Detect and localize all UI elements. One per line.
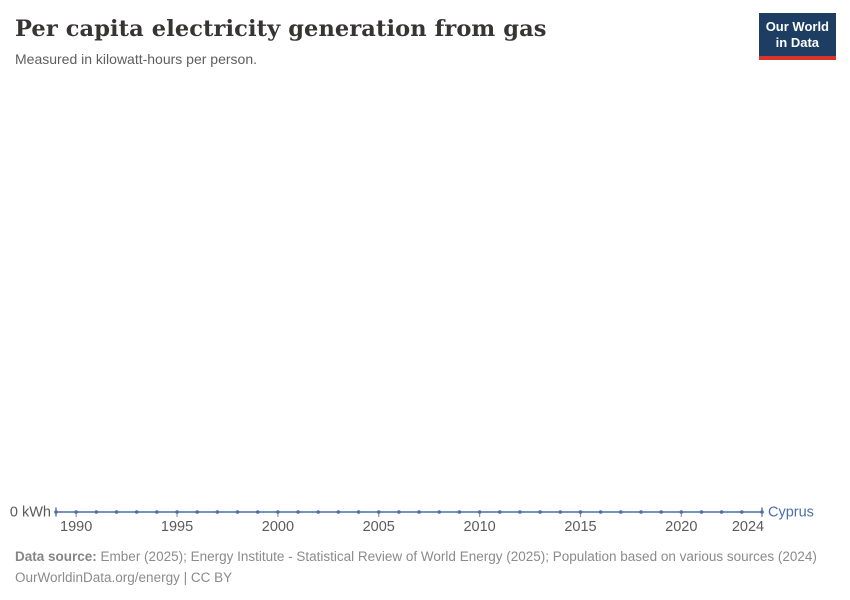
data-point[interactable]: 2021: 0 — [699, 510, 704, 514]
data-source-label: Data source: — [15, 549, 97, 564]
data-point[interactable]: 2023: 0 — [740, 510, 744, 514]
page-title: Per capita electricity generation from g… — [15, 16, 547, 42]
data-source-line: Data source: Ember (2025); Energy Instit… — [15, 547, 835, 568]
data-point[interactable]: 2006: 0 — [397, 510, 401, 514]
data-point[interactable]: 2018: 0 — [639, 510, 643, 514]
data-point[interactable]: 2014: 0 — [558, 510, 563, 514]
data-point[interactable]: 2011: 0 — [497, 510, 502, 514]
data-point[interactable]: 1993: 0 — [134, 510, 139, 514]
owid-logo[interactable]: Our World in Data — [758, 13, 836, 60]
chart-header: Per capita electricity generation from g… — [15, 16, 750, 67]
data-point[interactable]: 1989: 0 — [54, 510, 58, 514]
data-point[interactable]: 2009: 0 — [457, 510, 462, 514]
x-axis-label: 1990 — [60, 519, 92, 535]
data-point[interactable]: 1995: 0 — [175, 510, 179, 514]
data-point[interactable]: 2008: 0 — [437, 510, 442, 514]
data-source-text: Ember (2025); Energy Institute - Statist… — [100, 549, 817, 564]
data-point[interactable]: 2003: 0 — [336, 510, 341, 514]
x-axis-label: 2020 — [665, 519, 697, 535]
data-point[interactable]: 1996: 0 — [195, 510, 199, 514]
data-point[interactable]: 2012: 0 — [518, 510, 522, 514]
data-point[interactable]: 2002: 0 — [316, 510, 321, 514]
data-point[interactable]: 1992: 0 — [114, 510, 119, 514]
data-point[interactable]: 2020: 0 — [679, 510, 684, 514]
page-subtitle: Measured in kilowatt-hours per person. — [15, 51, 258, 67]
x-axis-label: 2000 — [262, 519, 294, 535]
x-axis-label: 2010 — [463, 519, 495, 535]
data-point[interactable]: 2004: 0 — [356, 510, 361, 514]
data-point[interactable]: 2015: 0 — [578, 510, 583, 514]
data-point[interactable]: 2024: 0 — [760, 510, 764, 514]
data-point[interactable]: 2001: 0 — [296, 510, 300, 514]
data-point[interactable]: 2000: 0 — [276, 510, 280, 514]
data-point[interactable]: 1994: 0 — [155, 510, 159, 514]
chart-footer: Data source: Ember (2025); Energy Instit… — [15, 547, 835, 588]
data-point[interactable]: 1998: 0 — [235, 510, 240, 514]
data-point[interactable]: 2010: 0 — [477, 510, 482, 514]
line-chart-canvas[interactable]: 1990 1995 2000 2005 2010 2015 2020 2024 1989: 0 1… — [0, 80, 850, 545]
x-axis-label: 2024 — [732, 519, 764, 535]
data-point[interactable]: 2017: 0 — [619, 510, 623, 514]
data-point[interactable]: 1990: 0 — [74, 510, 78, 514]
data-point[interactable]: 2016: 0 — [598, 510, 603, 514]
data-point[interactable]: 2019: 0 — [659, 510, 663, 514]
data-point[interactable]: 2005: 0 — [376, 510, 381, 514]
data-point[interactable]: 2013: 0 — [538, 510, 542, 514]
x-axis-label: 1995 — [161, 519, 193, 535]
x-axis-label: 2015 — [564, 519, 596, 535]
owid-logo-line1: Our World — [765, 19, 829, 34]
license-line[interactable]: OurWorldinData.org/energy | CC BY — [15, 568, 835, 589]
owid-logo-line2: in Data — [775, 34, 820, 50]
data-point[interactable]: 2022: 0 — [719, 510, 724, 514]
data-point[interactable]: 1997: 0 — [215, 510, 220, 514]
data-point[interactable]: 2007: 0 — [417, 510, 421, 514]
chart-plot-area[interactable]: 1990 1995 2000 2005 2010 2015 2020 2024 1989: 0 1… — [0, 80, 850, 545]
data-point[interactable]: 1999: 0 — [255, 510, 260, 514]
series-label[interactable]: Cyprus — [768, 505, 814, 521]
data-point[interactable]: 1991: 0 — [94, 510, 99, 514]
x-axis-label: 2005 — [363, 519, 395, 535]
license-text: OurWorldinData.org/energy | CC BY — [15, 569, 233, 585]
y-axis-label: 0 kWh — [10, 505, 51, 521]
